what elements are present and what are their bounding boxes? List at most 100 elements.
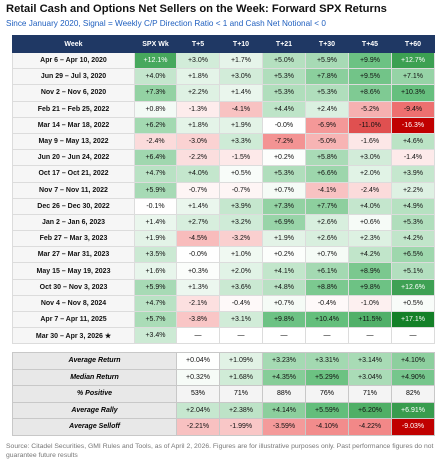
cell: +2.7%	[176, 213, 220, 232]
table-row: Apr 7 – Apr 11, 2025 +5.7% -3.8% +3.1% +9.8%…	[12, 310, 435, 329]
cell: —	[305, 327, 349, 345]
week-cell: Feb 21 – Feb 25, 2022	[12, 100, 135, 118]
summary-cell: +1.68%	[219, 368, 264, 386]
cell: -3.8%	[176, 310, 220, 329]
cell: +7.7%	[305, 197, 349, 215]
week-cell: Mar 14 – Mar 18, 2022	[12, 116, 135, 134]
cell: +12.6%	[391, 278, 435, 296]
column-header: T+60	[391, 35, 435, 53]
cell: -3.2%	[219, 230, 263, 248]
cell: +9.8%	[262, 310, 306, 329]
cell: +5.7%	[134, 310, 177, 329]
cell: -0.1%	[134, 197, 177, 215]
cell: +5.9%	[134, 181, 177, 199]
returns-table: Week SPX Wk T+5 T+10 T+21 T+30 T+45 T+60 Apr 6 …	[12, 35, 435, 345]
summary-cell: -4.22%	[348, 418, 393, 436]
cell: +3.2%	[219, 213, 263, 232]
cell: +1.3%	[176, 278, 220, 296]
summary-row: Average Selloff -2.21% -1.99% -3.59% -4.10% -…	[11, 418, 436, 436]
summary-label: % Positive	[11, 385, 178, 403]
cell: +4.2%	[391, 230, 435, 248]
cell: +5.3%	[305, 84, 349, 102]
summary-row: Average Rally +2.04% +2.38% +4.14% +5.59% +6.…	[11, 401, 436, 419]
summary-cell: +6.20%	[348, 401, 393, 419]
table-row: Mar 30 – Apr 3, 2026 ★ +3.4% — — — — — —	[12, 327, 435, 345]
table-row: Mar 27 – Mar 31, 2023 +3.5% -0.0% +1.0% +0.2…	[12, 246, 435, 264]
cell: +5.0%	[262, 51, 306, 70]
cell: +3.1%	[219, 310, 263, 329]
cell: +5.3%	[262, 84, 306, 102]
cell: -5.0%	[305, 132, 349, 151]
cell: -9.4%	[391, 100, 435, 118]
table-row: Dec 26 – Dec 30, 2022 -0.1% +1.4% +3.9% +7.3…	[12, 197, 435, 215]
summary-cell: +4.35%	[262, 368, 307, 386]
cell: +3.0%	[219, 68, 263, 86]
cell: +5.9%	[305, 51, 349, 70]
cell: +3.9%	[219, 197, 263, 215]
summary-cell: +2.38%	[219, 401, 264, 419]
table-row: Jan 2 – Jan 6, 2023 +1.4% +2.7% +3.2% +6.9% +…	[12, 213, 435, 232]
summary-cell: +4.14%	[262, 401, 307, 419]
cell: +2.6%	[305, 213, 349, 232]
summary-cell: +5.59%	[305, 401, 350, 419]
week-cell: Oct 30 – Nov 3, 2023	[12, 278, 135, 296]
cell: +3.4%	[134, 327, 177, 345]
column-header: T+10	[219, 35, 263, 53]
cell: +1.0%	[219, 246, 263, 264]
cell: +2.0%	[348, 165, 392, 183]
column-header: T+5	[176, 35, 220, 53]
week-cell: Jun 20 – Jun 24, 2022	[12, 149, 135, 167]
cell: +9.9%	[348, 51, 392, 70]
cell: +7.3%	[134, 84, 177, 102]
table-row: Mar 14 – Mar 18, 2022 +6.2% +1.8% +1.9% -0.0…	[12, 116, 435, 134]
cell: +5.8%	[305, 149, 349, 167]
table-row: Oct 30 – Nov 3, 2023 +5.9% +1.3% +3.6% +4.8%…	[12, 278, 435, 296]
cell: +0.2%	[262, 149, 306, 167]
cell: +1.6%	[134, 262, 177, 280]
summary-cell: +1.09%	[219, 352, 264, 370]
cell: +1.4%	[176, 197, 220, 215]
table-row: Nov 2 – Nov 6, 2020 +7.3% +2.2% +1.4% +5.3% +…	[12, 84, 435, 102]
cell: -1.6%	[348, 132, 392, 151]
cell: +1.9%	[219, 116, 263, 134]
summary-cell: -3.59%	[262, 418, 307, 436]
summary-label: Average Selloff	[11, 418, 178, 436]
cell: -5.2%	[348, 100, 392, 118]
week-cell: Feb 27 – Mar 3, 2023	[12, 230, 135, 248]
cell: +8.6%	[348, 84, 392, 102]
cell: -0.0%	[262, 116, 306, 134]
cell: -16.3%	[391, 116, 435, 134]
cell: +5.3%	[262, 165, 306, 183]
cell: +5.9%	[134, 278, 177, 296]
summary-cell: +3.04%	[348, 368, 393, 386]
cell: -0.4%	[305, 294, 349, 313]
cell: +11.5%	[348, 310, 392, 329]
week-cell: May 15 – May 19, 2023	[12, 262, 135, 280]
cell: +12.1%	[134, 51, 177, 70]
summary-cell: 88%	[262, 385, 307, 403]
cell: +2.2%	[176, 84, 220, 102]
summary-row: Average Return +0.04% +1.09% +3.23% +3.31% +3…	[11, 352, 436, 370]
cell: -0.7%	[176, 181, 220, 199]
summary-cell: +3.31%	[305, 352, 350, 370]
summary-cell: +5.29%	[305, 368, 350, 386]
summary-label: Average Return	[11, 352, 178, 370]
cell: +2.3%	[348, 230, 392, 248]
cell: +2.2%	[391, 181, 435, 199]
cell: +6.2%	[134, 116, 177, 134]
table-row: Feb 27 – Mar 3, 2023 +1.9% -4.5% -3.2% +1.9%…	[12, 230, 435, 248]
cell: +0.3%	[176, 262, 220, 280]
summary-cell: 71%	[348, 385, 393, 403]
cell: +7.3%	[262, 197, 306, 215]
cell: -0.7%	[219, 181, 263, 199]
cell: +0.5%	[219, 165, 263, 183]
cell: -2.1%	[176, 294, 220, 313]
column-header: T+45	[348, 35, 392, 53]
cell: +4.7%	[134, 294, 177, 313]
cell: +2.6%	[305, 230, 349, 248]
column-header: SPX Wk	[134, 35, 177, 53]
cell: +4.6%	[391, 132, 435, 151]
summary-cell: +3.23%	[262, 352, 307, 370]
cell: +3.6%	[219, 278, 263, 296]
